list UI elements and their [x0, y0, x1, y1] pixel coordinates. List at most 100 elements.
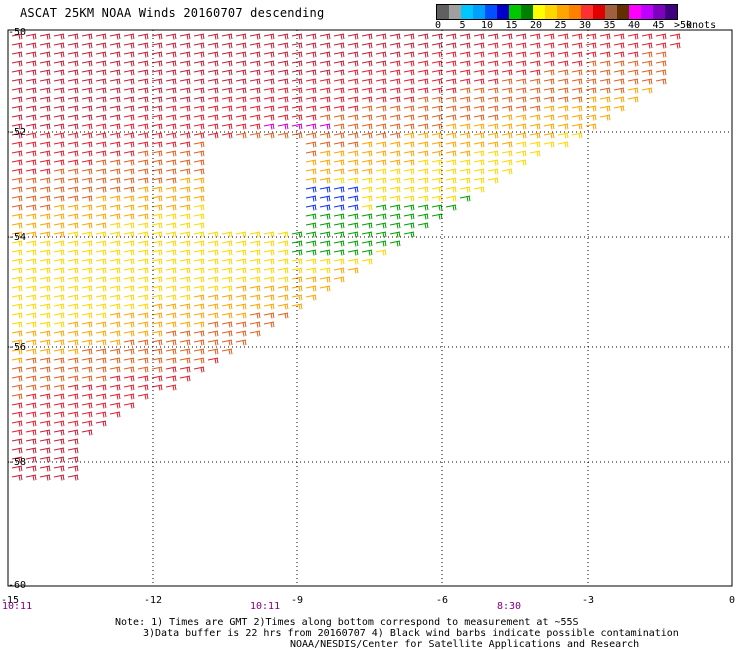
wind-barb: [333, 69, 345, 76]
wind-barb: [445, 105, 457, 112]
wind-barb: [543, 60, 555, 67]
wind-barb: [11, 411, 23, 418]
wind-barb: [207, 69, 219, 76]
wind-barb: [25, 330, 37, 337]
wind-barb: [179, 51, 191, 58]
wind-barb: [529, 60, 541, 67]
wind-barb: [53, 420, 65, 427]
wind-barb: [81, 195, 93, 202]
wind-barb: [95, 87, 107, 94]
wind-barb: [641, 87, 653, 94]
wind-barb: [333, 96, 345, 103]
wind-barb: [361, 150, 373, 157]
wind-barb: [95, 42, 107, 49]
wind-barb: [165, 384, 177, 391]
wind-barb: [53, 60, 65, 67]
colorbar-tick: 30: [578, 20, 592, 31]
wind-barb: [333, 204, 345, 211]
wind-barb: [207, 285, 219, 292]
wind-barb: [263, 42, 275, 49]
wind-barb: [319, 42, 331, 49]
wind-barb: [67, 249, 79, 256]
wind-barb: [319, 60, 331, 67]
wind-barb: [165, 105, 177, 112]
wind-barb: [95, 402, 107, 409]
wind-barb: [431, 69, 443, 76]
wind-barb: [459, 159, 471, 166]
wind-barb: [81, 105, 93, 112]
wind-barb: [179, 96, 191, 103]
wind-barb: [151, 375, 163, 382]
wind-barb: [305, 33, 317, 40]
wind-barb: [53, 87, 65, 94]
wind-barb: [53, 114, 65, 121]
wind-barb: [25, 276, 37, 283]
wind-barb: [263, 33, 275, 40]
wind-barb: [277, 312, 289, 319]
wind-barb: [165, 204, 177, 211]
wind-barb: [123, 258, 135, 265]
wind-barb: [305, 177, 317, 184]
wind-barb: [67, 69, 79, 76]
wind-barb: [151, 168, 163, 175]
wind-barb: [81, 204, 93, 211]
wind-barb: [39, 141, 51, 148]
wind-barb: [39, 465, 51, 472]
wind-barb: [11, 222, 23, 229]
wind-barb: [487, 168, 499, 175]
wind-barb: [165, 339, 177, 346]
wind-barb: [221, 123, 233, 130]
wind-barb: [389, 168, 401, 175]
wind-barb: [95, 357, 107, 364]
wind-barb: [25, 78, 37, 85]
wind-barb: [11, 51, 23, 58]
wind-barb: [123, 87, 135, 94]
wind-barb: [109, 375, 121, 382]
wind-barb: [95, 321, 107, 328]
wind-barb: [557, 96, 569, 103]
wind-barb: [207, 249, 219, 256]
wind-barb: [235, 96, 247, 103]
wind-barb: [39, 411, 51, 418]
wind-barb: [333, 168, 345, 175]
wind-barb: [165, 348, 177, 355]
wind-barb: [67, 366, 79, 373]
wind-barb: [151, 123, 163, 130]
wind-barb: [109, 231, 121, 238]
wind-barb: [165, 285, 177, 292]
wind-barb: [193, 267, 205, 274]
wind-barb: [179, 42, 191, 49]
wind-barb: [305, 285, 317, 292]
wind-barb: [221, 60, 233, 67]
wind-barb: [627, 33, 639, 40]
wind-barb: [347, 123, 359, 130]
wind-barb: [137, 51, 149, 58]
wind-barb: [25, 195, 37, 202]
wind-barb: [431, 42, 443, 49]
wind-barb: [67, 231, 79, 238]
wind-barb: [53, 357, 65, 364]
wind-barb: [487, 150, 499, 157]
wind-barb: [25, 294, 37, 301]
wind-barb: [417, 69, 429, 76]
lat-label-54: -54: [8, 232, 27, 243]
wind-barb: [417, 105, 429, 112]
wind-barb: [655, 69, 667, 76]
wind-barb: [277, 231, 289, 238]
wind-barb: [151, 348, 163, 355]
colorbar-tick: 10: [480, 20, 494, 31]
wind-barb: [95, 366, 107, 373]
wind-barb: [53, 348, 65, 355]
wind-barb: [123, 60, 135, 67]
wind-barb: [165, 51, 177, 58]
wind-barb: [417, 204, 429, 211]
wind-barb: [165, 330, 177, 337]
wind-barb: [305, 294, 317, 301]
wind-barb: [459, 96, 471, 103]
wind-barb: [25, 132, 37, 139]
wind-barb: [263, 321, 275, 328]
wind-barb: [137, 375, 149, 382]
wind-barb: [11, 177, 23, 184]
wind-barb: [627, 42, 639, 49]
wind-barb: [277, 285, 289, 292]
